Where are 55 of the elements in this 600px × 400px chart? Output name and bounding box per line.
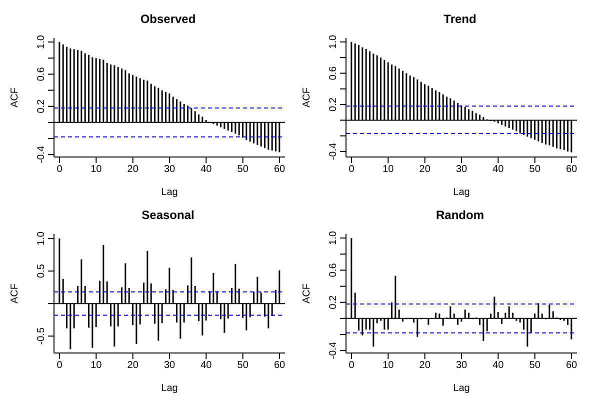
chart-title: Random (435, 208, 485, 222)
x-tick-label: 50 (237, 360, 249, 372)
chart-title: Observed (139, 12, 197, 26)
x-tick-label: 30 (456, 164, 468, 176)
x-tick-label: 20 (419, 164, 431, 176)
x-tick-label: 0 (56, 164, 63, 176)
x-tick-label: 60 (566, 164, 578, 176)
x-tick-label: 20 (127, 360, 139, 372)
chart-title: Trend (442, 12, 478, 26)
x-tick-label: 40 (492, 164, 504, 176)
y-tick-label: -0.4 (328, 342, 339, 360)
x-axis-title: Lag (161, 187, 178, 198)
x-axis-title: Lag (453, 383, 470, 394)
x-tick-label: 10 (90, 164, 102, 176)
y-tick-label: 0.6 (328, 262, 339, 278)
y-tick-label: 0.6 (328, 66, 339, 80)
y-tick-label: 0.2 (328, 294, 339, 310)
x-tick-label: 60 (274, 164, 286, 176)
x-tick-label: 0 (56, 360, 63, 372)
y-tick-label: -0.5 (36, 327, 47, 345)
y-axis-title: ACF (10, 88, 21, 108)
x-tick-label: 40 (200, 164, 212, 176)
x-tick-label: 40 (492, 360, 504, 372)
x-tick-label: 40 (200, 360, 212, 372)
x-axis-title: Lag (161, 383, 178, 394)
x-tick-label: 30 (456, 360, 468, 372)
y-tick-label: 0.6 (36, 66, 47, 82)
x-tick-label: 20 (419, 360, 431, 372)
y-tick-label: 0.5 (36, 264, 47, 278)
y-tick-label: 1.0 (36, 231, 47, 246)
y-tick-label: 1.0 (328, 230, 339, 245)
y-tick-label: 1.0 (328, 34, 339, 49)
x-tick-label: 60 (566, 360, 578, 372)
y-tick-label: 0.2 (328, 97, 339, 112)
x-tick-label: 50 (529, 360, 541, 372)
x-tick-label: 10 (382, 164, 394, 176)
x-tick-label: 0 (348, 360, 355, 372)
x-tick-label: 10 (90, 360, 102, 372)
x-tick-label: 30 (164, 164, 176, 176)
x-tick-label: 10 (382, 360, 394, 372)
chart-title: Seasonal (140, 208, 196, 222)
y-tick-label: 1.0 (36, 34, 47, 49)
y-tick-label: -0.4 (328, 142, 339, 160)
x-tick-label: 20 (127, 164, 139, 176)
y-axis-title: ACF (10, 284, 21, 304)
x-axis-title: Lag (453, 187, 470, 198)
x-tick-label: 30 (164, 360, 176, 372)
x-tick-label: 60 (274, 360, 286, 372)
x-tick-label: 50 (529, 164, 541, 176)
y-tick-label: 0.2 (36, 98, 47, 114)
y-axis-title: ACF (302, 88, 313, 108)
x-tick-label: 50 (237, 164, 249, 176)
y-tick-label: -0.4 (36, 146, 47, 164)
y-axis-title: ACF (302, 284, 313, 304)
x-tick-label: 0 (348, 164, 355, 176)
